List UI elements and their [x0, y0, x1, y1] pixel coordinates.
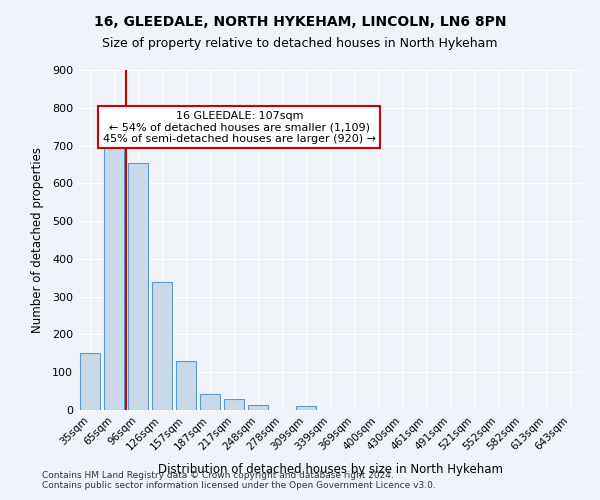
- Bar: [224, 398, 244, 410]
- Bar: [296, 406, 316, 410]
- Bar: [104, 140, 124, 410]
- Text: 16, GLEEDALE, NORTH HYKEHAM, LINCOLN, LN6 8PN: 16, GLEEDALE, NORTH HYKEHAM, LINCOLN, LN…: [94, 15, 506, 29]
- Text: Contains HM Land Registry data © Crown copyright and database right 2024.
Contai: Contains HM Land Registry data © Crown c…: [42, 470, 436, 490]
- Bar: [152, 282, 172, 410]
- Bar: [176, 361, 196, 410]
- Bar: [128, 162, 148, 410]
- Text: Size of property relative to detached houses in North Hykeham: Size of property relative to detached ho…: [102, 38, 498, 51]
- Bar: [248, 404, 268, 410]
- Bar: [200, 394, 220, 410]
- Y-axis label: Number of detached properties: Number of detached properties: [31, 147, 44, 333]
- Bar: [80, 354, 100, 410]
- Text: 16 GLEEDALE: 107sqm
← 54% of detached houses are smaller (1,109)
45% of semi-det: 16 GLEEDALE: 107sqm ← 54% of detached ho…: [103, 111, 376, 144]
- X-axis label: Distribution of detached houses by size in North Hykeham: Distribution of detached houses by size …: [157, 463, 503, 476]
